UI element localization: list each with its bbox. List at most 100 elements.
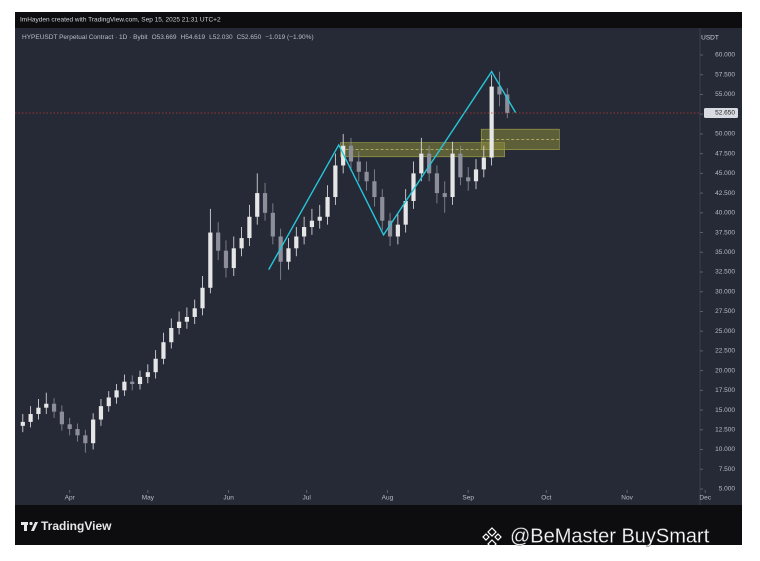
- brand: TradingView: [41, 519, 112, 533]
- candle-body: [51, 403, 57, 412]
- candle-body: [239, 238, 244, 249]
- candle-body: [91, 419, 96, 444]
- candle-body: [403, 200, 408, 225]
- y-tick-label: 22.500: [715, 348, 735, 355]
- x-tick-label: Nov: [621, 495, 633, 502]
- x-tick-label: Aug: [382, 495, 394, 502]
- candle-body: [262, 193, 268, 213]
- candle-body: [59, 411, 64, 425]
- y-tick-label: 7.500: [719, 466, 736, 473]
- logo-stem: [24, 522, 27, 531]
- candle-body: [44, 403, 49, 408]
- candle-body: [247, 216, 252, 239]
- y-tick-label: 27.500: [715, 308, 735, 315]
- candle-body: [270, 212, 275, 237]
- legend-value: −1.019 (−1.90%): [265, 34, 313, 41]
- candle-body: [106, 397, 111, 407]
- y-tick-label: 15.000: [715, 407, 735, 414]
- logo-dot: [29, 521, 33, 526]
- candle-body: [169, 328, 174, 343]
- candle-body: [145, 372, 150, 377]
- y-tick-label: 35.000: [715, 249, 735, 256]
- candle-body: [286, 248, 291, 262]
- candle-body: [309, 220, 315, 228]
- legend-value: H54.619: [181, 34, 206, 41]
- y-tick-label: 42.500: [715, 190, 735, 197]
- candle-body: [387, 220, 393, 237]
- y-tick-label: 47.500: [715, 150, 735, 157]
- y-tick-label: 57.500: [715, 71, 735, 78]
- candle-body: [356, 161, 361, 172]
- candle-body: [122, 381, 127, 391]
- candle-body: [200, 287, 205, 309]
- last-price-label: 52.650: [715, 110, 735, 117]
- candle-body: [348, 145, 354, 162]
- x-tick-label: May: [142, 495, 155, 502]
- candle-body: [380, 197, 385, 221]
- candle-body: [83, 435, 88, 444]
- y-tick-label: 60.000: [715, 52, 735, 59]
- candle-body: [114, 390, 119, 398]
- candle-body: [153, 358, 158, 373]
- candle-body: [395, 224, 400, 237]
- candle-body: [317, 216, 322, 221]
- y-tick-label: 10.000: [715, 446, 735, 453]
- x-tick-label: Oct: [541, 495, 551, 502]
- candle-body: [497, 86, 502, 95]
- logo-slash: [31, 522, 38, 531]
- x-tick-label: Dec: [699, 495, 711, 502]
- candle-body: [67, 424, 72, 430]
- candle-body: [184, 316, 190, 322]
- candle-body: [325, 197, 330, 217]
- candle-body: [473, 169, 479, 182]
- candle-body: [364, 171, 369, 182]
- candle-body: [20, 421, 25, 426]
- y-tick-label: 37.500: [715, 229, 735, 236]
- watermark-icon: [482, 527, 502, 549]
- y-tick-label: 55.000: [715, 91, 735, 98]
- candle-body: [450, 153, 455, 198]
- candle-body: [192, 308, 197, 317]
- candle-body: [372, 181, 377, 198]
- x-tick-label: Jul: [303, 495, 312, 502]
- chart-panel: [15, 28, 742, 505]
- candle-body: [302, 227, 307, 237]
- last-price-tag: [704, 108, 738, 119]
- footer-logo: TradingView: [21, 519, 112, 533]
- candle-body: [28, 414, 33, 422]
- candle-body: [208, 232, 213, 288]
- y-tick-label: 20.000: [715, 367, 735, 374]
- candle-body: [36, 407, 41, 415]
- candle-body: [98, 406, 104, 420]
- candle-body: [137, 376, 143, 385]
- candle-body: [75, 429, 80, 436]
- x-tick-label: Sep: [462, 495, 474, 502]
- candle-body: [216, 232, 221, 251]
- candle-body: [176, 321, 182, 329]
- header: ImHayden created with TradingView.com, S…: [20, 17, 221, 24]
- watermark-group: @BeMaster BuySmart: [482, 525, 710, 549]
- candle-body: [161, 342, 166, 359]
- candle-body: [231, 248, 236, 269]
- candle-body: [434, 173, 440, 194]
- y-tick-label: 30.000: [715, 288, 735, 295]
- x-tick-label: Apr: [65, 495, 76, 502]
- candle-body: [411, 173, 416, 201]
- legend-value: L52.030: [209, 34, 233, 41]
- legend-value: C52.650: [237, 34, 262, 41]
- y-tick-label: 12.500: [715, 427, 735, 434]
- y-tick-label: 5.000: [719, 486, 736, 493]
- candle-body: [489, 86, 494, 158]
- x-tick-label: Jun: [223, 495, 234, 502]
- y-tick-label: 25.000: [715, 328, 735, 335]
- candle-body: [294, 236, 299, 249]
- y-tick-label: 50.000: [715, 131, 735, 138]
- legend-value: O53.669: [152, 34, 177, 41]
- candle-body: [481, 157, 486, 170]
- legend: HYPEUSDT Perpetual Contract · 1D · Bybit…: [22, 34, 314, 41]
- candle-body: [427, 153, 432, 174]
- candle-body: [223, 250, 229, 269]
- currency: USDT: [701, 35, 719, 42]
- y-tick-label: 40.000: [715, 210, 735, 217]
